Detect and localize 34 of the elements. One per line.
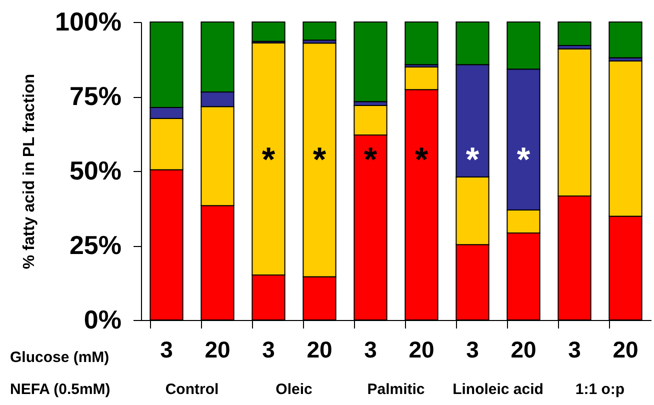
bar — [608, 22, 642, 58]
annotation: * — [364, 141, 378, 180]
x-tick-label: 3 — [568, 336, 581, 362]
x-tick-label: 20 — [204, 336, 230, 362]
x-tick-label: 3 — [262, 336, 275, 362]
bar — [354, 22, 388, 102]
text: Linoleic acid — [452, 381, 544, 398]
text: Glucose (mM) — [10, 349, 110, 366]
x-tick-label: 3 — [364, 336, 377, 362]
bar — [404, 22, 438, 66]
y-axis-title: % fatty acid in PL fraction — [21, 74, 38, 270]
text: Palmitic — [367, 381, 425, 398]
y-tick-label: 25% — [69, 230, 122, 260]
x-tick-label: 20 — [408, 336, 434, 362]
x-tick-label: 20 — [612, 336, 638, 362]
bar — [558, 22, 592, 46]
text: NEFA (0.5mM) — [10, 381, 110, 398]
x-tick-label: 3 — [160, 336, 173, 362]
text: Control — [165, 381, 219, 398]
annotation: * — [414, 141, 429, 180]
text: Oleic — [276, 381, 312, 398]
bar — [302, 22, 336, 41]
annotation: * — [516, 141, 531, 180]
y-tick-label: 75% — [69, 81, 122, 111]
annotation: * — [466, 141, 480, 180]
annotation: * — [262, 141, 276, 180]
y-tick-label: 100% — [55, 6, 122, 36]
x-tick-label: 20 — [510, 336, 536, 362]
y-tick-label: 0% — [84, 304, 122, 334]
text: 1:1 o:p — [575, 381, 625, 398]
annotation: * — [312, 141, 327, 180]
y-tick-label: 50% — [69, 156, 122, 186]
x-tick-label: 20 — [306, 336, 332, 362]
x-tick-label: 3 — [466, 336, 479, 362]
